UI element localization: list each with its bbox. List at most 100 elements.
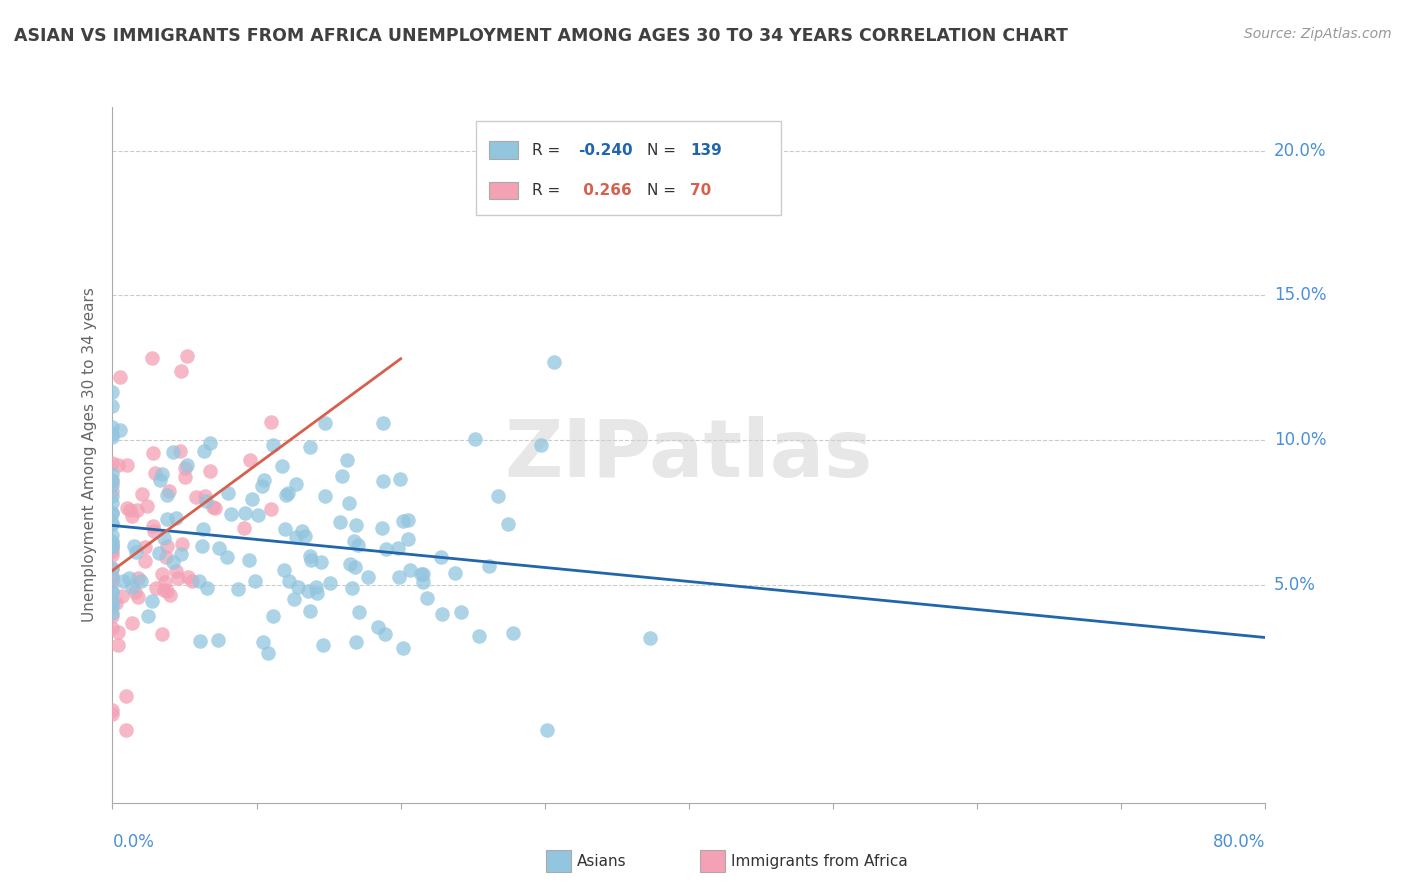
Point xyxy=(298,549,321,563)
Text: 15.0%: 15.0% xyxy=(1274,286,1326,304)
Point xyxy=(297,584,319,599)
Point xyxy=(105,596,128,610)
Point xyxy=(121,580,143,594)
Point xyxy=(193,443,215,458)
Point xyxy=(274,523,297,537)
Point xyxy=(188,634,211,648)
Point xyxy=(172,537,194,551)
Point xyxy=(162,445,184,459)
Point xyxy=(252,634,274,648)
Point xyxy=(152,583,174,598)
Point xyxy=(388,570,411,584)
Point xyxy=(373,627,395,641)
Point xyxy=(101,506,124,520)
Point xyxy=(101,609,124,624)
Point xyxy=(101,400,124,414)
Text: 70: 70 xyxy=(690,183,711,198)
Point xyxy=(117,458,139,472)
Point xyxy=(101,606,124,620)
Point xyxy=(101,569,124,583)
Point xyxy=(169,444,191,458)
Point xyxy=(207,633,229,648)
Point xyxy=(202,500,225,515)
Point xyxy=(156,539,179,553)
Point xyxy=(344,634,367,648)
Point xyxy=(101,535,124,549)
Point xyxy=(107,458,129,472)
Point xyxy=(371,474,394,488)
Point xyxy=(468,629,491,643)
Point xyxy=(396,532,419,546)
Point xyxy=(638,632,661,646)
Point xyxy=(387,541,409,556)
Point xyxy=(502,626,524,640)
Point xyxy=(356,570,378,584)
Point xyxy=(392,514,415,528)
Text: 139: 139 xyxy=(690,143,721,158)
Point xyxy=(101,484,124,499)
Point xyxy=(238,553,260,567)
Text: N =: N = xyxy=(647,143,682,158)
Point xyxy=(450,606,472,620)
Point xyxy=(101,430,124,444)
Point xyxy=(165,511,187,525)
Point xyxy=(101,539,124,553)
Point xyxy=(170,364,193,378)
Point xyxy=(498,517,520,532)
Point xyxy=(444,566,467,580)
Point xyxy=(277,574,299,588)
Point xyxy=(101,534,124,549)
Point xyxy=(155,549,177,564)
Point xyxy=(311,638,333,652)
Point xyxy=(260,501,283,516)
Point xyxy=(344,518,367,533)
Point xyxy=(176,458,198,473)
Point xyxy=(233,506,256,520)
Point xyxy=(153,574,176,589)
Point xyxy=(191,540,214,554)
Point xyxy=(165,565,187,579)
Point xyxy=(141,351,163,365)
Point xyxy=(101,707,124,722)
Point xyxy=(150,627,173,641)
Point xyxy=(180,574,202,589)
Point xyxy=(127,572,149,586)
Point xyxy=(391,640,413,655)
Point xyxy=(125,545,148,559)
Point xyxy=(247,508,270,523)
Point xyxy=(134,553,156,567)
Point xyxy=(153,531,176,545)
Point xyxy=(150,566,173,581)
Point xyxy=(101,489,124,503)
Point xyxy=(101,419,124,434)
Point xyxy=(108,370,131,384)
Point xyxy=(530,438,553,452)
Point xyxy=(141,593,163,607)
Point xyxy=(167,570,190,584)
Point xyxy=(371,417,394,431)
Point xyxy=(174,461,197,475)
Point xyxy=(204,501,226,516)
Point xyxy=(219,507,242,521)
Point xyxy=(142,446,165,460)
Point xyxy=(287,580,309,594)
Point xyxy=(217,549,239,564)
Point xyxy=(101,562,124,576)
FancyBboxPatch shape xyxy=(489,182,519,199)
Point xyxy=(107,625,129,640)
Point xyxy=(176,349,198,363)
Point xyxy=(101,703,124,717)
Point xyxy=(101,570,124,584)
Point xyxy=(135,500,157,514)
Point xyxy=(319,576,342,591)
Point xyxy=(253,473,276,487)
Point xyxy=(464,432,486,446)
Point xyxy=(150,467,173,482)
Point xyxy=(101,574,124,588)
Text: -0.240: -0.240 xyxy=(578,143,633,158)
Point xyxy=(198,436,221,450)
Point xyxy=(194,489,217,503)
Point xyxy=(101,544,124,558)
Point xyxy=(478,559,501,574)
Point xyxy=(101,516,124,531)
